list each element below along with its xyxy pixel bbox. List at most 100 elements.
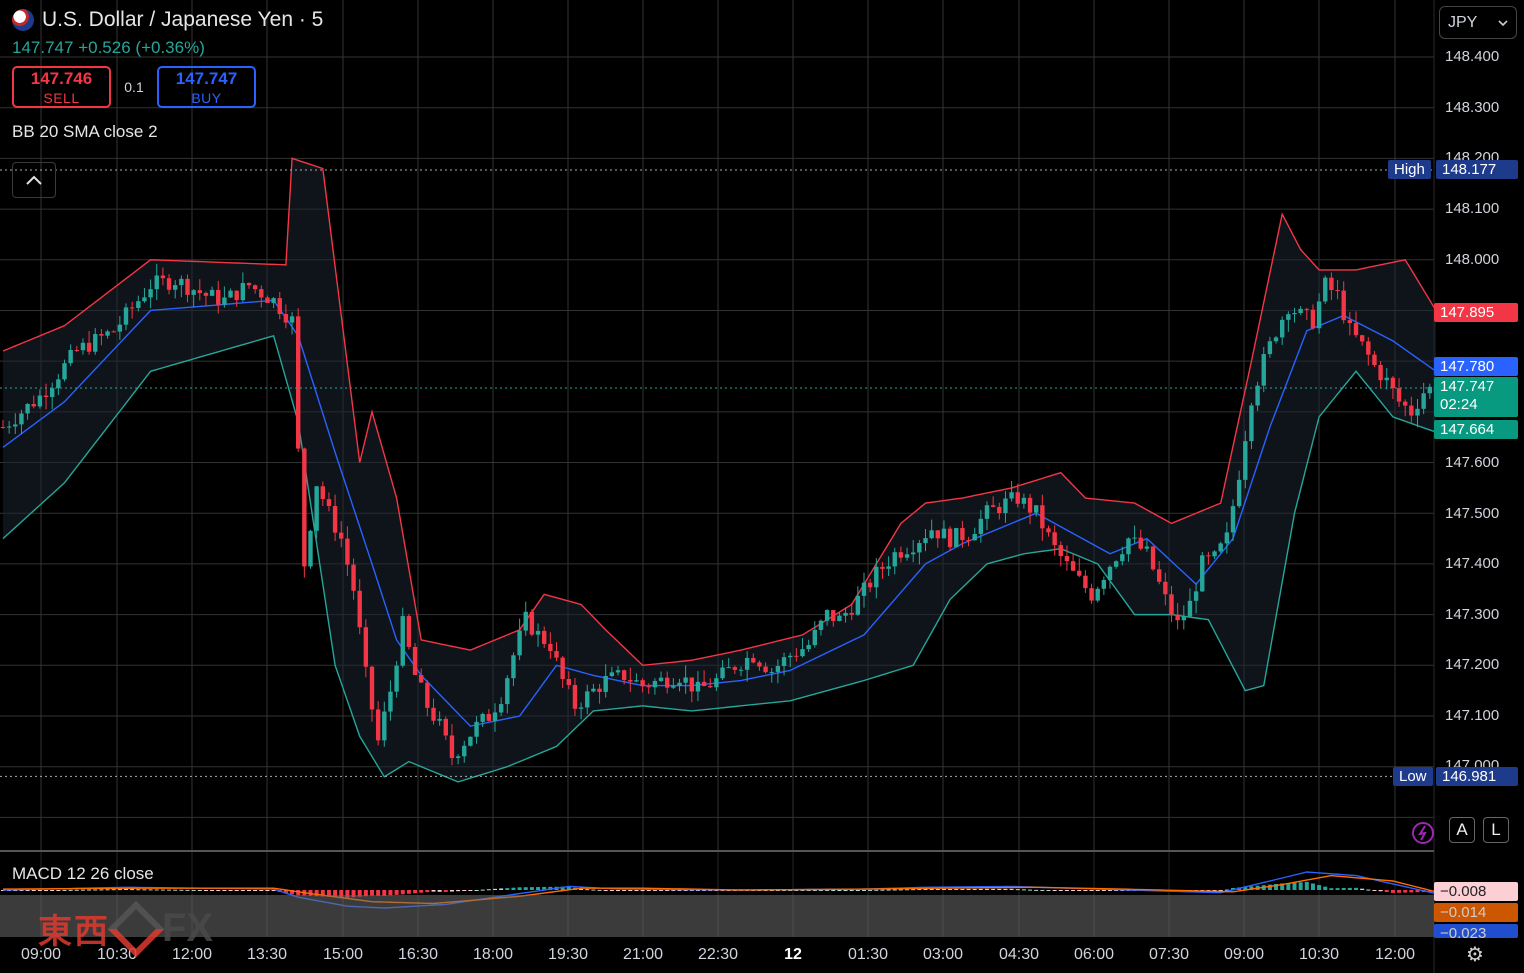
- macd-histogram-bar: [1058, 890, 1063, 891]
- candle-body: [1218, 543, 1223, 552]
- collapse-indicators-button[interactable]: [12, 162, 56, 198]
- macd-histogram-bar: [474, 890, 479, 891]
- macd-histogram-bar: [985, 888, 989, 890]
- candle-body: [136, 301, 141, 309]
- candle-body: [566, 679, 571, 685]
- candle-body: [86, 342, 92, 352]
- price-tick-label: 148.000: [1445, 251, 1500, 268]
- macd-histogram-bar: [259, 890, 264, 891]
- candle-body: [369, 666, 375, 710]
- candle-body: [818, 620, 824, 630]
- time-tick-label: 06:00: [1073, 946, 1115, 963]
- macd-histogram-bar: [142, 889, 147, 891]
- candle-body: [43, 395, 49, 398]
- log-scale-button[interactable]: L: [1483, 817, 1509, 843]
- candle-body: [1101, 579, 1107, 589]
- macd-histogram-bar: [640, 890, 645, 892]
- candle-series: [0, 263, 1439, 766]
- candle-body: [197, 290, 202, 293]
- candle-body: [31, 403, 36, 407]
- indicator-label[interactable]: BB 20 SMA close 2: [12, 122, 158, 141]
- candle-body: [1157, 569, 1162, 582]
- candle-body: [117, 324, 123, 332]
- candle-body: [68, 350, 73, 364]
- candle-body: [578, 707, 584, 709]
- candle-body: [714, 678, 719, 688]
- candle-body: [1286, 314, 1291, 320]
- candle-body: [898, 552, 904, 558]
- last-price-tag: 147.747 02:24: [1434, 377, 1518, 417]
- high-label: High: [1388, 160, 1431, 179]
- macd-histogram-bar: [560, 886, 565, 890]
- candle-body: [505, 678, 510, 705]
- macd-histogram-bar: [1101, 890, 1106, 891]
- order-quantity[interactable]: 0.1: [124, 79, 144, 95]
- candle-body: [1003, 498, 1008, 514]
- candle-body: [947, 528, 953, 548]
- macd-histogram-bar: [19, 890, 24, 891]
- candle-body: [751, 657, 756, 663]
- macd-histogram-bar: [825, 890, 830, 891]
- macd-histogram-bar: [695, 890, 700, 891]
- candle-body: [880, 566, 885, 569]
- candle-body: [320, 486, 325, 500]
- macd-label[interactable]: MACD 12 26 close: [12, 864, 154, 883]
- candle-body: [511, 655, 516, 679]
- candle-body: [129, 307, 135, 309]
- currency-select[interactable]: JPY: [1439, 6, 1517, 39]
- macd-histogram-bar: [462, 890, 467, 891]
- candle-body: [252, 285, 258, 290]
- candle-body: [954, 528, 959, 548]
- macd-histogram-bar: [376, 890, 381, 896]
- candle-body: [1138, 537, 1143, 549]
- band-fill: [3, 158, 1436, 782]
- candle-body: [326, 499, 332, 507]
- candle-body: [1224, 532, 1230, 544]
- macd-histogram-bar: [941, 888, 946, 890]
- candle-body: [1230, 506, 1236, 533]
- candle-body: [1077, 570, 1082, 576]
- macd-histogram-bar: [948, 888, 953, 890]
- macd-histogram-bar: [616, 890, 620, 891]
- gear-icon[interactable]: ⚙: [1466, 944, 1484, 966]
- macd-histogram-bar: [1224, 889, 1229, 891]
- symbol-title[interactable]: U.S. Dollar / Japanese Yen · 5: [42, 8, 324, 31]
- auto-scale-button[interactable]: A: [1449, 817, 1475, 843]
- candle-body: [1384, 377, 1389, 381]
- candle-body: [105, 331, 110, 336]
- macd-histogram-bar: [480, 889, 485, 891]
- macd-histogram-bar: [117, 889, 122, 891]
- candle-body: [1095, 588, 1100, 601]
- candle-body: [701, 681, 707, 687]
- candle-body: [652, 680, 658, 688]
- macd-histogram-bar: [185, 889, 190, 891]
- macd-histogram-bar: [622, 890, 627, 891]
- macd-histogram-bar: [1323, 886, 1328, 890]
- candle-body: [351, 564, 356, 591]
- candle-body: [375, 709, 381, 741]
- candle-body: [1347, 320, 1353, 324]
- macd-histogram-bar: [124, 889, 128, 891]
- macd-histogram-bar: [1397, 890, 1402, 893]
- candle-body: [1329, 277, 1334, 291]
- buy-button[interactable]: 147.747 BUY: [157, 66, 256, 108]
- candle-body: [1409, 405, 1414, 416]
- macd-histogram-bar: [425, 890, 430, 893]
- macd-histogram-bar: [769, 890, 774, 891]
- lightning-button[interactable]: [1410, 820, 1436, 846]
- high-value: 148.177: [1436, 160, 1518, 179]
- macd-histogram-bar: [659, 890, 664, 891]
- macd-histogram-bar: [167, 889, 172, 891]
- macd-histogram-bar: [837, 890, 842, 891]
- sell-button[interactable]: 147.746 SELL: [12, 66, 111, 108]
- candle-body: [179, 278, 184, 286]
- candle-body: [1175, 614, 1180, 621]
- macd-histogram-bar: [1409, 890, 1414, 893]
- price-tick-label: 147.500: [1445, 505, 1500, 522]
- candle-body: [1064, 556, 1070, 562]
- candle-body: [1144, 546, 1150, 549]
- macd-histogram-bar: [523, 887, 528, 890]
- candle-body: [1193, 591, 1199, 601]
- candle-body: [572, 684, 578, 709]
